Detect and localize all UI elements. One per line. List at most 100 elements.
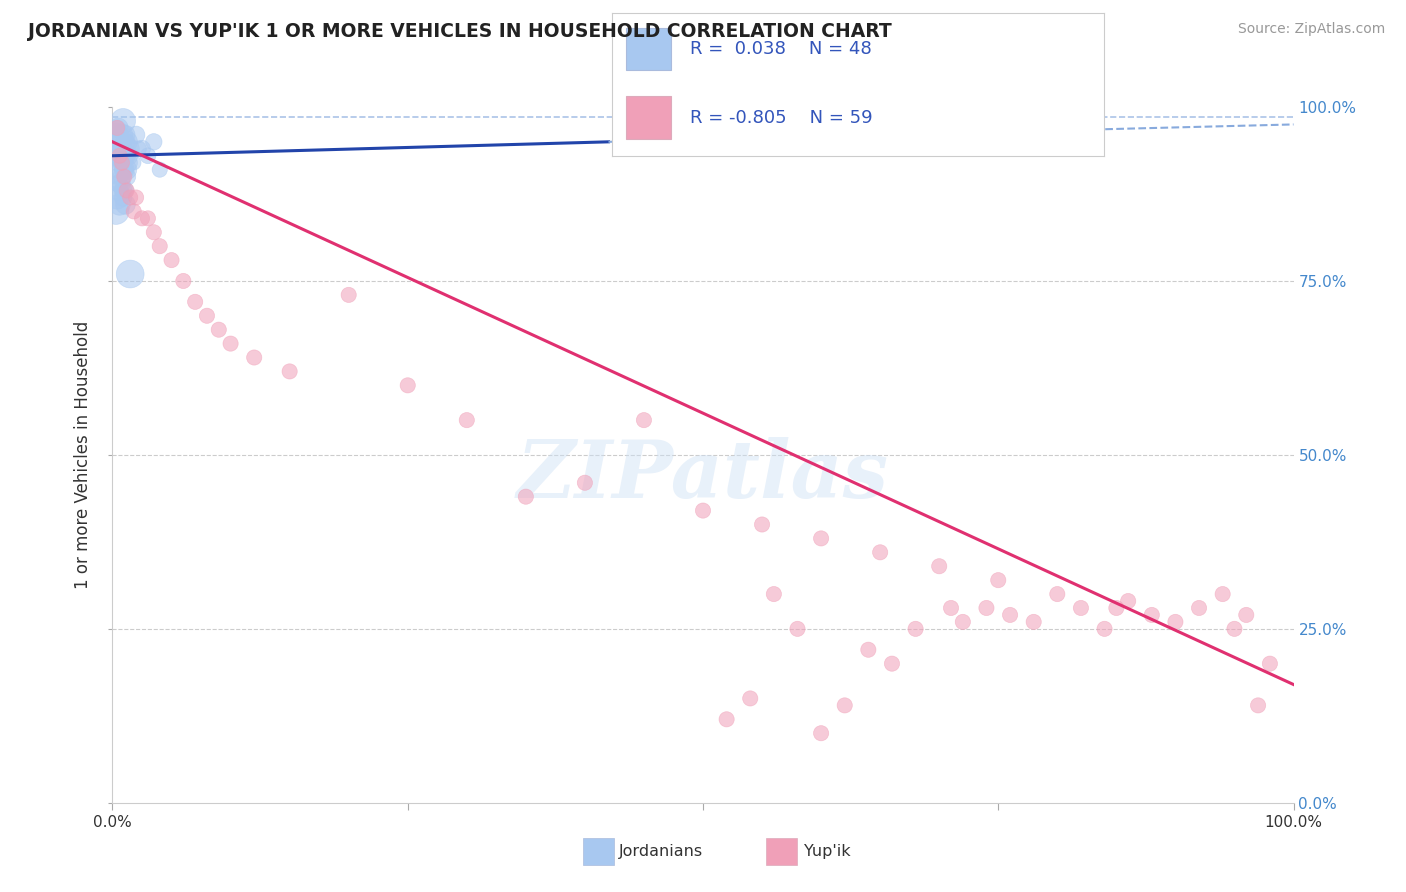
Point bbox=[114, 149, 136, 163]
Point bbox=[120, 267, 142, 281]
Text: JORDANIAN VS YUP'IK 1 OR MORE VEHICLES IN HOUSEHOLD CORRELATION CHART: JORDANIAN VS YUP'IK 1 OR MORE VEHICLES I… bbox=[28, 22, 891, 41]
Point bbox=[105, 128, 128, 142]
Point bbox=[716, 712, 738, 726]
Point bbox=[1094, 622, 1116, 636]
Point bbox=[1258, 657, 1281, 671]
Point bbox=[108, 197, 131, 211]
Point bbox=[110, 142, 132, 156]
Point bbox=[131, 211, 153, 226]
Point bbox=[114, 149, 136, 163]
Point bbox=[834, 698, 856, 713]
Point bbox=[110, 177, 132, 191]
Point bbox=[117, 149, 139, 163]
Point bbox=[195, 309, 218, 323]
Point bbox=[810, 532, 832, 546]
Point bbox=[105, 120, 128, 135]
Point bbox=[107, 184, 129, 198]
Point bbox=[107, 169, 129, 184]
Point bbox=[869, 545, 891, 559]
Point bbox=[118, 142, 141, 156]
Point bbox=[127, 142, 149, 156]
Point bbox=[928, 559, 950, 574]
Point bbox=[112, 190, 135, 204]
Point bbox=[1188, 601, 1211, 615]
Point bbox=[107, 177, 129, 191]
Point bbox=[120, 190, 142, 204]
Point bbox=[112, 184, 135, 198]
Point bbox=[115, 135, 138, 149]
Point bbox=[107, 120, 129, 135]
Point bbox=[122, 155, 145, 169]
Point bbox=[456, 413, 478, 427]
Point bbox=[633, 413, 655, 427]
Point bbox=[112, 142, 135, 156]
Point bbox=[149, 162, 172, 177]
Point bbox=[208, 323, 231, 337]
Point bbox=[111, 155, 134, 169]
Point bbox=[108, 162, 131, 177]
Point bbox=[998, 607, 1021, 622]
Point bbox=[243, 351, 266, 365]
Point bbox=[105, 120, 128, 135]
Point bbox=[1046, 587, 1069, 601]
Point bbox=[160, 253, 183, 268]
Point bbox=[987, 573, 1010, 587]
Text: Source: ZipAtlas.com: Source: ZipAtlas.com bbox=[1237, 22, 1385, 37]
Point bbox=[122, 204, 145, 219]
Point bbox=[337, 288, 360, 302]
Point bbox=[1234, 607, 1257, 622]
Point bbox=[858, 642, 880, 657]
Point bbox=[125, 128, 148, 142]
Point bbox=[112, 162, 135, 177]
Text: ZIPatlas: ZIPatlas bbox=[517, 437, 889, 515]
Point bbox=[976, 601, 998, 615]
Point bbox=[115, 162, 138, 177]
Point bbox=[184, 294, 207, 309]
Point bbox=[108, 149, 131, 163]
Point bbox=[1105, 601, 1128, 615]
Point bbox=[692, 503, 714, 517]
Point bbox=[219, 336, 242, 351]
Point bbox=[810, 726, 832, 740]
Point bbox=[114, 197, 136, 211]
Point bbox=[117, 155, 139, 169]
Point bbox=[112, 114, 135, 128]
Text: R =  0.038    N = 48: R = 0.038 N = 48 bbox=[690, 40, 872, 58]
Point bbox=[1140, 607, 1163, 622]
Point bbox=[515, 490, 537, 504]
Point bbox=[112, 169, 135, 184]
Point bbox=[115, 169, 138, 184]
Point bbox=[278, 364, 301, 378]
FancyBboxPatch shape bbox=[627, 28, 671, 70]
Point bbox=[115, 135, 138, 149]
Point bbox=[105, 204, 128, 219]
Point bbox=[751, 517, 773, 532]
Point bbox=[112, 184, 135, 198]
Point bbox=[114, 128, 136, 142]
Point bbox=[1022, 615, 1045, 629]
Text: R = -0.805    N = 59: R = -0.805 N = 59 bbox=[690, 109, 873, 127]
Point bbox=[125, 190, 148, 204]
Point bbox=[136, 149, 159, 163]
Text: Yup'ik: Yup'ik bbox=[804, 845, 851, 859]
Point bbox=[112, 162, 135, 177]
Point bbox=[952, 615, 974, 629]
Point bbox=[904, 622, 927, 636]
FancyBboxPatch shape bbox=[627, 96, 671, 139]
Point bbox=[396, 378, 419, 392]
Point bbox=[111, 169, 134, 184]
Point bbox=[111, 128, 134, 142]
Point bbox=[108, 149, 131, 163]
Point bbox=[1247, 698, 1270, 713]
Point bbox=[111, 155, 134, 169]
Point bbox=[1116, 594, 1139, 608]
Text: Jordanians: Jordanians bbox=[619, 845, 703, 859]
Point bbox=[740, 691, 762, 706]
Point bbox=[110, 149, 132, 163]
Point bbox=[115, 184, 138, 198]
Point bbox=[149, 239, 172, 253]
Point bbox=[786, 622, 808, 636]
Point bbox=[142, 225, 165, 239]
Point bbox=[136, 211, 159, 226]
Point bbox=[1070, 601, 1092, 615]
